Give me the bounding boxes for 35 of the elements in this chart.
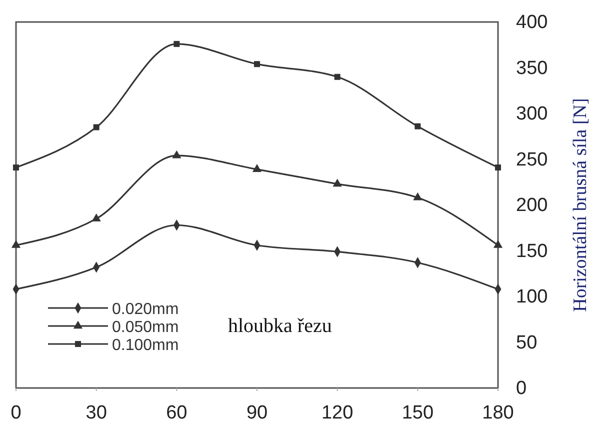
point — [252, 164, 262, 172]
point — [174, 40, 180, 47]
point — [11, 240, 21, 248]
x-tick-label: 120 — [321, 402, 354, 424]
legend-label: 0.020mm — [112, 301, 179, 318]
legend-label: 0.100mm — [112, 337, 179, 354]
y-tick-label: 150 — [516, 240, 548, 262]
x-tick-label: 150 — [402, 402, 434, 424]
point — [172, 150, 182, 158]
point — [13, 164, 19, 170]
y-tick-label: 350 — [516, 58, 548, 79]
point — [413, 192, 422, 200]
point — [495, 164, 501, 170]
point — [414, 123, 421, 130]
point — [493, 240, 503, 248]
x-tick-label: 180 — [482, 402, 514, 424]
x-tick-label: 90 — [246, 402, 268, 424]
y-axis-title: Horizontální brusná síla [N] — [570, 98, 591, 312]
y-tick-label: 250 — [516, 149, 548, 170]
point — [92, 213, 101, 222]
point — [254, 61, 260, 68]
y-tick-label: 100 — [516, 286, 548, 308]
y-tick-label: 200 — [516, 195, 548, 216]
point — [93, 124, 100, 130]
x-tick-label: 0 — [10, 402, 22, 424]
legend-label: 0.050mm — [112, 319, 179, 336]
y-tick-label: 400 — [516, 12, 548, 34]
x-tick-label: 30 — [86, 402, 107, 424]
y-tick-label: 50 — [516, 332, 538, 354]
y-tick-label: 0 — [516, 378, 527, 400]
legend-title: hloubka řezu — [228, 315, 332, 337]
point — [334, 74, 340, 80]
x-tick-label: 60 — [166, 402, 188, 424]
y-tick-label: 300 — [516, 104, 548, 125]
point — [332, 178, 342, 187]
